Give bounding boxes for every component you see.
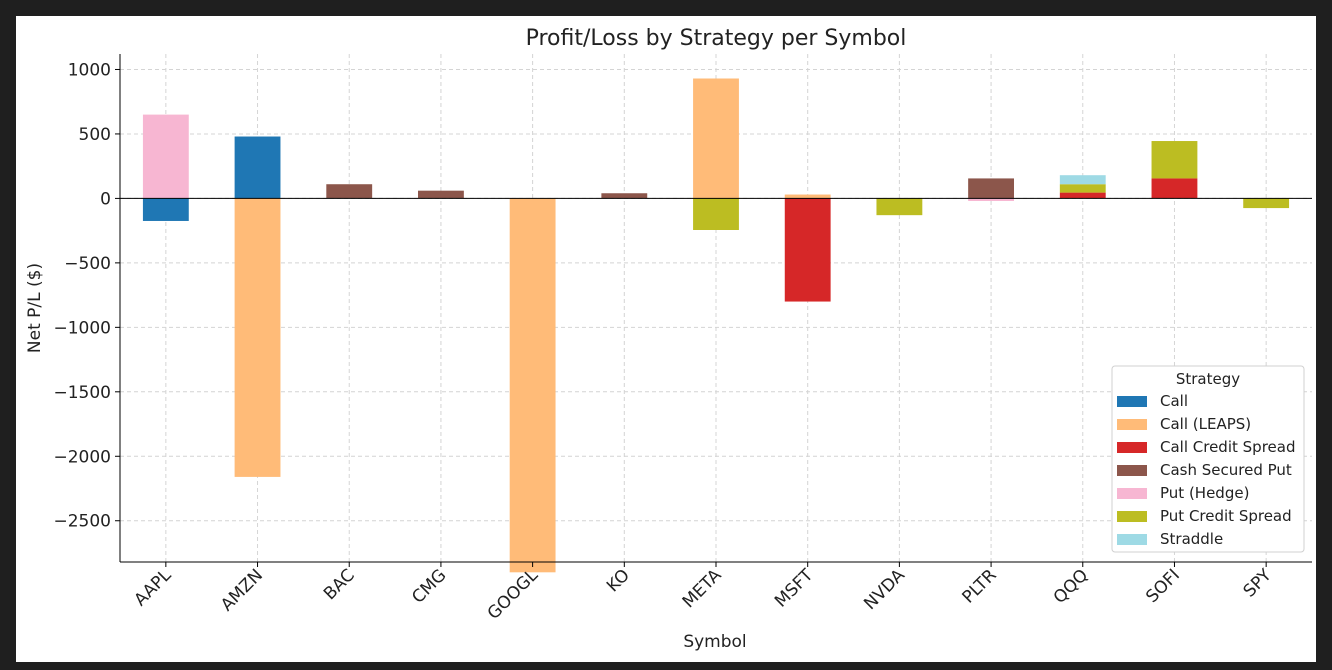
legend-label: Straddle xyxy=(1160,530,1223,548)
legend-swatch xyxy=(1117,419,1147,430)
legend-swatch xyxy=(1117,534,1147,545)
legend-label: Put (Hedge) xyxy=(1160,484,1249,502)
bar-meta-put-credit-spread xyxy=(693,198,739,230)
bar-pltr-put-hedge xyxy=(968,198,1014,201)
x-tick-label-aapl: AAPL xyxy=(131,565,176,610)
chart-title: Profit/Loss by Strategy per Symbol xyxy=(526,26,907,51)
bar-amzn-call xyxy=(234,136,281,199)
bar-sofi-put-credit-spread xyxy=(1151,141,1198,179)
y-tick-label: 1000 xyxy=(68,60,111,80)
bars-layer xyxy=(142,78,1290,573)
x-tick-label-sofi: SOFI xyxy=(1142,565,1184,607)
legend-label: Cash Secured Put xyxy=(1160,461,1292,479)
bar-amzn-call-leaps xyxy=(234,198,281,477)
x-tick-label-googl: GOOGL xyxy=(484,565,543,624)
bar-msft-call-leaps xyxy=(784,194,831,199)
x-tick-label-amzn: AMZN xyxy=(217,565,267,615)
bar-qqq-call-credit-spread xyxy=(1059,192,1106,199)
chart-svg: 1000 500 0 −500 −1000 −1500 −2000 −2500 AAPL AMZ… xyxy=(25,26,1312,652)
legend-title: Strategy xyxy=(1176,370,1240,388)
bar-aapl-put-hedge xyxy=(142,114,189,199)
bar-qqq-put-credit-spread xyxy=(1059,184,1106,193)
x-tick-label-spy: SPY xyxy=(1240,565,1277,602)
x-tick-label-nvda: NVDA xyxy=(860,565,909,614)
legend-swatch xyxy=(1117,511,1147,522)
x-tick-label-meta: META xyxy=(679,565,726,612)
y-tick-label: −1000 xyxy=(53,318,111,338)
legend-swatch xyxy=(1117,488,1147,499)
bar-ko-cash-secured-put xyxy=(601,193,648,199)
bar-pltr-cash-secured-put xyxy=(968,178,1014,199)
y-tick-label: −2000 xyxy=(53,447,111,467)
x-tick-label-msft: MSFT xyxy=(771,565,818,612)
chart-frame: 1000 500 0 −500 −1000 −1500 −2000 −2500 AAPL AMZ… xyxy=(16,16,1316,662)
bar-spy-put-credit-spread xyxy=(1243,198,1290,209)
y-axis-label: Net P/L ($) xyxy=(25,263,45,353)
y-tick-label: −500 xyxy=(64,254,111,274)
bar-msft-call-credit-spread xyxy=(784,198,831,302)
bar-qqq-straddle xyxy=(1059,175,1106,185)
x-tick-label-pltr: PLTR xyxy=(958,565,1000,607)
x-tick-label-bac: BAC xyxy=(320,565,359,604)
legend: Strategy Call Call (LEAPS) Call Credit Spr… xyxy=(1111,365,1305,553)
legend-label: Put Credit Spread xyxy=(1160,507,1292,525)
legend-swatch xyxy=(1117,465,1147,476)
y-tick-label: −2500 xyxy=(53,512,111,532)
bar-sofi-call-credit-spread xyxy=(1151,178,1198,199)
bar-bac-cash-secured-put xyxy=(326,184,373,199)
bar-cmg-cash-secured-put xyxy=(418,190,464,199)
y-tick-label: 500 xyxy=(79,125,111,145)
bar-meta-call-leaps xyxy=(693,78,739,199)
x-ticks: AAPL AMZN BAC CMG GOOGL KO META MSFT NVDA PLTR QQQ… xyxy=(131,562,1277,624)
legend-label: Call Credit Spread xyxy=(1160,438,1295,456)
y-tick-label: 0 xyxy=(100,189,111,209)
legend-label: Call (LEAPS) xyxy=(1160,415,1251,433)
legend-swatch xyxy=(1117,442,1147,453)
x-axis-label: Symbol xyxy=(683,632,746,652)
legend-label: Call xyxy=(1160,392,1188,410)
legend-items: Call Call (LEAPS) Call Credit Spread Cash S… xyxy=(1117,392,1295,548)
legend-swatch xyxy=(1117,396,1147,407)
bar-aapl-call xyxy=(142,198,189,221)
bar-nvda-put-credit-spread xyxy=(876,198,923,216)
bar-googl-call-leaps xyxy=(509,198,556,573)
x-tick-label-qqq: QQQ xyxy=(1050,565,1093,608)
y-tick-label: −1500 xyxy=(53,383,111,403)
x-tick-label-cmg: CMG xyxy=(408,565,450,607)
y-ticks: 1000 500 0 −500 −1000 −1500 −2000 −2500 xyxy=(53,60,120,532)
legend-box xyxy=(1111,365,1305,553)
x-tick-label-ko: KO xyxy=(603,565,634,596)
